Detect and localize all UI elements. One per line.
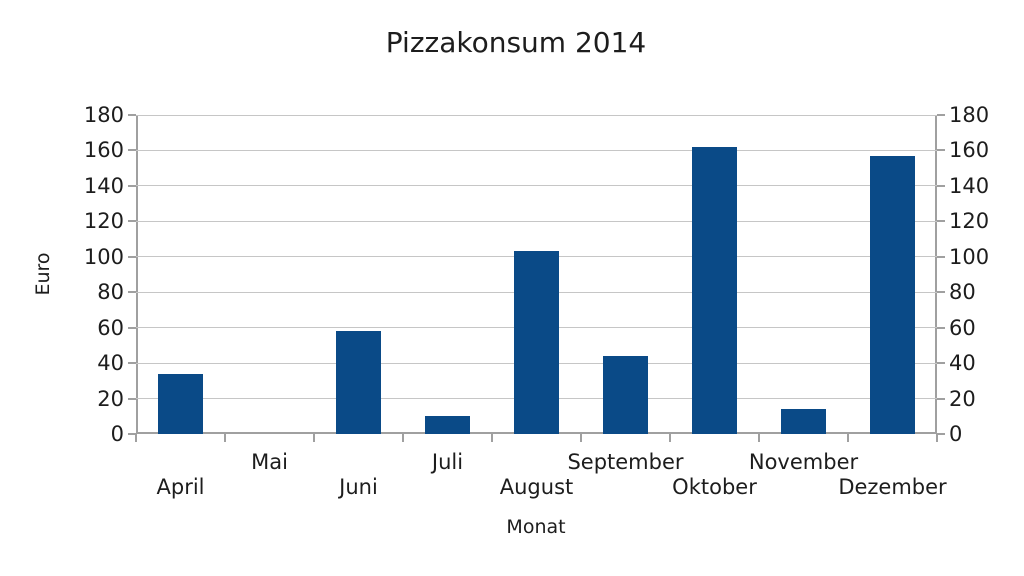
y-gridline [136, 185, 937, 187]
y-axis-tick-left [128, 184, 136, 187]
bar-oktober [692, 146, 737, 434]
y-axis-tick-right [937, 433, 945, 435]
y-tick-label-right: 180 [949, 103, 990, 127]
chart-title: Pizzakonsum 2014 [385, 26, 647, 59]
y-axis-tick-right [937, 326, 945, 329]
y-axis-tick-right [937, 397, 945, 400]
x-tick-label-april: April [156, 475, 205, 499]
y-axis-tick-left [128, 397, 136, 400]
y-tick-label-right: 0 [949, 422, 963, 446]
x-tick-label-juni: Juni [339, 475, 378, 499]
y-tick-label-left: 140 [83, 173, 124, 198]
x-axis-tick [313, 434, 315, 442]
y-tick-label-right: 40 [949, 351, 976, 376]
y-axis-title: Euro [32, 252, 54, 296]
x-axis-tick [135, 434, 137, 442]
bar-dezember [870, 155, 915, 434]
y-tick-label-left: 60 [97, 315, 124, 340]
y-tick-label-right: 120 [949, 209, 990, 234]
x-tick-label-oktober: Oktober [672, 475, 757, 499]
y-tick-label-left: 100 [83, 244, 124, 269]
y-tick-label-left: 120 [83, 209, 124, 234]
y-tick-label-right: 80 [949, 280, 976, 305]
y-tick-label-left: 180 [83, 103, 124, 127]
bar-august [514, 251, 559, 434]
x-tick-label-mai: Mai [251, 450, 288, 474]
y-gridline [136, 114, 937, 116]
y-axis-tick-left [128, 326, 136, 329]
y-tick-label-left: 20 [97, 386, 124, 411]
y-axis-tick-right [937, 291, 945, 294]
y-axis-tick-right [937, 114, 945, 116]
x-axis-title: Monat [506, 516, 566, 538]
y-axis-tick-left [128, 291, 136, 294]
x-axis-tick [224, 434, 226, 442]
x-tick-label-dezember: Dezember [838, 475, 947, 499]
x-axis-tick [402, 434, 404, 442]
bar-november [781, 409, 826, 434]
y-tick-label-left: 160 [83, 138, 124, 163]
y-tick-label-left: 0 [110, 422, 124, 446]
x-tick-label-november: November [748, 450, 859, 474]
y-axis-tick-right [937, 184, 945, 187]
x-axis-tick [491, 434, 493, 442]
bar-juli [425, 416, 470, 434]
y-tick-label-left: 40 [97, 351, 124, 376]
y-axis-tick-right [937, 220, 945, 223]
y-tick-label-right: 60 [949, 315, 976, 340]
x-axis-tick [669, 434, 671, 442]
y-axis-tick-left [128, 114, 136, 116]
y-tick-label-left: 80 [97, 280, 124, 305]
y-axis-tick-left [128, 255, 136, 258]
y-axis-tick-right [937, 362, 945, 365]
y-axis-tick-right [937, 255, 945, 258]
x-axis-tick [580, 434, 582, 442]
x-tick-label-september: September [567, 450, 684, 474]
y-gridline [136, 149, 937, 151]
y-axis-tick-left [128, 149, 136, 152]
y-axis-tick-left [128, 362, 136, 365]
x-tick-label-august: August [499, 475, 574, 499]
y-axis-tick-left [128, 433, 136, 435]
x-axis-tick [936, 434, 938, 442]
bar-april [158, 373, 203, 434]
y-tick-label-right: 20 [949, 386, 976, 411]
y-tick-label-right: 100 [949, 244, 990, 269]
y-axis-tick-right [937, 149, 945, 152]
x-axis-tick [758, 434, 760, 442]
y-tick-label-right: 160 [949, 138, 990, 163]
y-axis-tick-left [128, 220, 136, 223]
x-tick-label-juli: Juli [431, 450, 464, 474]
bar-juni [336, 331, 381, 434]
y-gridline [136, 220, 937, 222]
x-axis-tick [847, 434, 849, 442]
y-tick-label-right: 140 [949, 173, 990, 198]
bar-september [603, 356, 648, 434]
